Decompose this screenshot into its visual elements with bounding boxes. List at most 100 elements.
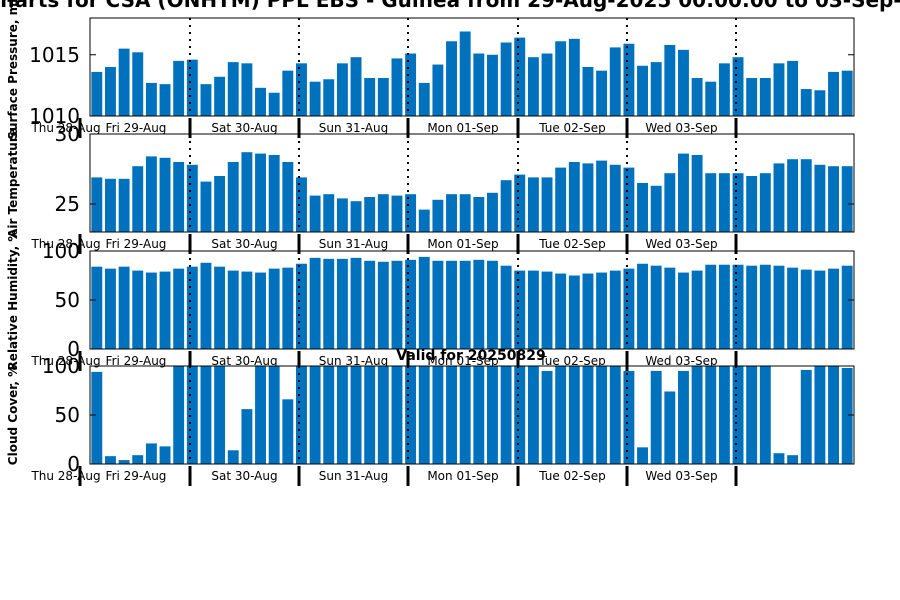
bar bbox=[568, 162, 580, 232]
bar bbox=[514, 366, 526, 464]
bar bbox=[800, 89, 812, 116]
bar bbox=[637, 447, 648, 464]
bar bbox=[268, 268, 280, 349]
bar bbox=[759, 366, 771, 464]
bar bbox=[759, 173, 771, 232]
bar bbox=[541, 53, 553, 116]
bar bbox=[814, 90, 826, 116]
bar bbox=[732, 57, 744, 116]
bar bbox=[323, 79, 335, 116]
bar bbox=[609, 164, 621, 232]
bar bbox=[282, 162, 294, 232]
bar bbox=[377, 194, 389, 232]
bar bbox=[582, 163, 594, 232]
bar bbox=[350, 201, 362, 232]
bar bbox=[596, 70, 608, 116]
bar bbox=[473, 53, 485, 116]
bar bbox=[773, 63, 785, 116]
x-tick-label: Thu 28-Aug bbox=[30, 121, 100, 135]
bar bbox=[787, 267, 799, 349]
bar bbox=[609, 47, 621, 116]
bar bbox=[336, 366, 348, 464]
bar bbox=[828, 71, 839, 116]
bar bbox=[596, 272, 608, 349]
bar bbox=[841, 367, 853, 464]
bar bbox=[637, 183, 648, 232]
y-tick-label: 30 bbox=[55, 122, 80, 146]
bar bbox=[268, 92, 280, 116]
bar bbox=[350, 366, 362, 464]
bar bbox=[118, 266, 130, 349]
bar bbox=[500, 42, 512, 116]
bar bbox=[309, 195, 321, 232]
x-tick-label: Sun 31-Aug bbox=[319, 237, 388, 251]
bar bbox=[255, 153, 266, 232]
bar bbox=[718, 173, 730, 232]
bar bbox=[459, 194, 471, 232]
bar bbox=[691, 270, 703, 349]
bar bbox=[391, 195, 403, 232]
bar bbox=[186, 164, 198, 232]
x-tick-label: Fri 29-Aug bbox=[106, 354, 167, 368]
bar bbox=[405, 53, 417, 116]
bar bbox=[473, 259, 485, 349]
bar bbox=[500, 180, 512, 232]
bar bbox=[432, 260, 444, 349]
y-tick-label: 100 bbox=[42, 239, 80, 263]
bar bbox=[582, 67, 594, 116]
bar bbox=[91, 266, 103, 349]
x-tick-label: Sat 30-Aug bbox=[211, 354, 277, 368]
bar bbox=[418, 82, 430, 116]
bar bbox=[200, 262, 212, 349]
bar bbox=[105, 178, 116, 232]
bar bbox=[132, 455, 144, 464]
bar bbox=[159, 446, 171, 464]
x-tick-label: Sat 30-Aug bbox=[211, 469, 277, 483]
bar bbox=[241, 271, 253, 349]
bar bbox=[664, 391, 676, 464]
bar bbox=[514, 37, 526, 116]
bar bbox=[186, 59, 198, 116]
bar bbox=[746, 366, 758, 464]
bar bbox=[568, 275, 580, 349]
bar bbox=[514, 270, 526, 349]
bar bbox=[828, 366, 839, 464]
valid-date-annotation: Valid for 20250829 bbox=[396, 348, 545, 364]
bar bbox=[555, 273, 567, 349]
bar bbox=[705, 366, 717, 464]
bar bbox=[91, 371, 103, 464]
bar bbox=[105, 67, 116, 116]
bar bbox=[828, 268, 839, 349]
bar bbox=[650, 265, 662, 349]
bar bbox=[241, 409, 253, 464]
plot-frame bbox=[89, 133, 855, 233]
bar bbox=[514, 174, 526, 232]
bar bbox=[446, 194, 457, 232]
x-tick-label: Mon 01-Sep bbox=[427, 121, 498, 135]
y-tick-label: 50 bbox=[55, 288, 80, 312]
bar bbox=[678, 49, 689, 116]
chart-title: Forecast Bar Charts for CSA (ONHTM) PPL … bbox=[0, 0, 900, 12]
bar bbox=[227, 450, 239, 464]
bar bbox=[541, 370, 553, 464]
bar bbox=[336, 63, 348, 116]
bar bbox=[391, 366, 403, 464]
bar bbox=[214, 366, 226, 464]
bar bbox=[227, 270, 239, 349]
bar bbox=[255, 87, 266, 116]
bar bbox=[405, 259, 417, 349]
x-tick-label: Sun 31-Aug bbox=[319, 354, 388, 368]
bar bbox=[418, 209, 430, 232]
bar bbox=[487, 54, 498, 116]
bar bbox=[718, 366, 730, 464]
y-axis-label: Surface Pressure, mb bbox=[6, 0, 20, 140]
bar bbox=[309, 366, 321, 464]
bar bbox=[473, 366, 485, 464]
bar bbox=[637, 263, 648, 349]
y-axis-label: Relative Humidity, % bbox=[6, 230, 20, 371]
bar bbox=[105, 456, 116, 464]
bar bbox=[459, 366, 471, 464]
x-tick-label: Wed 03-Sep bbox=[645, 469, 717, 483]
bar bbox=[459, 31, 471, 117]
x-tick-label: Tue 02-Sep bbox=[538, 469, 606, 483]
